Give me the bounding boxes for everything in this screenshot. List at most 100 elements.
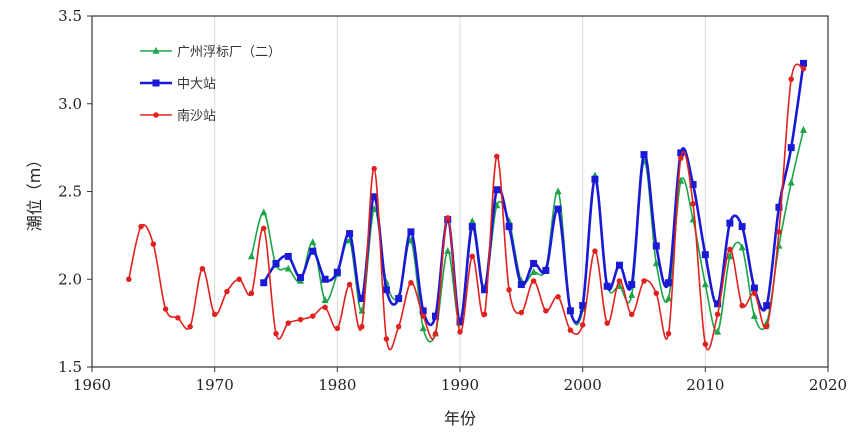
data-point — [714, 300, 722, 308]
y-tick-label: 1.5 — [58, 358, 82, 376]
data-point — [456, 317, 464, 325]
data-point — [702, 341, 709, 347]
data-point — [284, 264, 292, 272]
data-point — [543, 308, 549, 314]
series-line — [250, 129, 805, 343]
data-point — [530, 268, 538, 276]
x-tick-label: 1960 — [73, 376, 111, 394]
data-point — [481, 286, 489, 294]
x-tick-label: 1970 — [196, 376, 234, 394]
data-point — [431, 312, 439, 320]
x-tick-label: 1990 — [441, 376, 479, 394]
data-point — [297, 316, 304, 323]
data-point — [211, 311, 218, 318]
data-point — [138, 223, 144, 230]
series-group — [126, 63, 807, 351]
x-tick-label: 2020 — [809, 376, 847, 394]
data-point — [714, 327, 722, 335]
data-point — [739, 302, 745, 309]
data-point — [419, 324, 427, 332]
data-point — [652, 259, 660, 267]
data-point — [738, 223, 746, 231]
data-point — [738, 243, 746, 251]
data-point — [432, 330, 439, 337]
data-point — [701, 251, 709, 259]
data-point — [579, 302, 587, 310]
data-point — [554, 205, 562, 213]
data-point — [333, 268, 341, 276]
axes: 1960 1970 1980 1990 2000 2010 2020 1.5 2.0 2.5 3.0… — [58, 7, 847, 394]
data-point — [383, 336, 390, 342]
data-point — [506, 287, 512, 293]
data-point — [628, 311, 635, 318]
series-group — [247, 125, 807, 343]
data-point — [763, 323, 770, 330]
data-point — [787, 144, 795, 152]
data-point — [236, 276, 242, 282]
legend-item: 南沙站 — [140, 108, 216, 124]
legend-marker — [152, 79, 160, 87]
data-point — [493, 186, 501, 194]
data-point — [273, 330, 279, 337]
data-point — [518, 309, 525, 316]
data-point — [787, 178, 795, 186]
data-point — [395, 295, 403, 303]
data-point — [800, 65, 807, 72]
data-point — [726, 219, 734, 227]
data-point — [542, 266, 550, 274]
data-point — [665, 294, 673, 302]
data-point — [652, 242, 660, 250]
data-point — [260, 225, 267, 232]
data-point — [665, 279, 673, 287]
legend-item: 中大站 — [140, 77, 216, 92]
data-point — [359, 323, 365, 330]
data-point — [775, 203, 783, 211]
data-point — [665, 330, 672, 337]
data-point — [517, 281, 525, 289]
data-point — [775, 241, 783, 249]
series-layer — [126, 59, 807, 351]
data-point — [727, 246, 733, 253]
legend-marker — [152, 46, 160, 54]
data-point — [468, 223, 476, 231]
y-axis-title: 潮位（m） — [25, 152, 44, 232]
data-point — [677, 149, 685, 157]
data-point — [285, 320, 292, 326]
data-point — [126, 276, 132, 282]
data-point — [310, 313, 316, 319]
data-point — [321, 275, 329, 283]
data-point — [799, 125, 807, 133]
data-point — [763, 302, 771, 310]
data-point — [628, 290, 636, 298]
data-point — [788, 76, 794, 82]
x-axis-title: 年份 — [444, 409, 476, 428]
data-point — [175, 315, 181, 321]
legend-item: 广州浮标厂（二） — [140, 45, 281, 60]
data-point — [260, 208, 268, 216]
data-point — [505, 223, 513, 231]
data-point — [751, 290, 758, 297]
data-point — [530, 278, 537, 284]
data-point — [555, 294, 561, 300]
data-point — [272, 259, 280, 267]
data-point — [321, 296, 329, 304]
legend-label: 广州浮标厂（二） — [177, 45, 281, 60]
data-point — [248, 290, 255, 297]
data-point — [714, 311, 721, 318]
data-point — [567, 327, 574, 333]
data-point — [615, 261, 623, 269]
data-point — [309, 238, 317, 246]
data-point — [419, 307, 427, 315]
data-point — [420, 313, 426, 319]
y-tick-label: 2.0 — [58, 270, 82, 288]
y-tick-label: 3.0 — [58, 95, 82, 113]
data-point — [554, 187, 562, 195]
data-point — [481, 311, 488, 318]
data-point — [407, 228, 415, 236]
data-point — [592, 248, 598, 254]
data-point — [346, 281, 353, 288]
x-tick-label: 2000 — [564, 376, 602, 394]
y-tick-label: 2.5 — [58, 183, 82, 201]
